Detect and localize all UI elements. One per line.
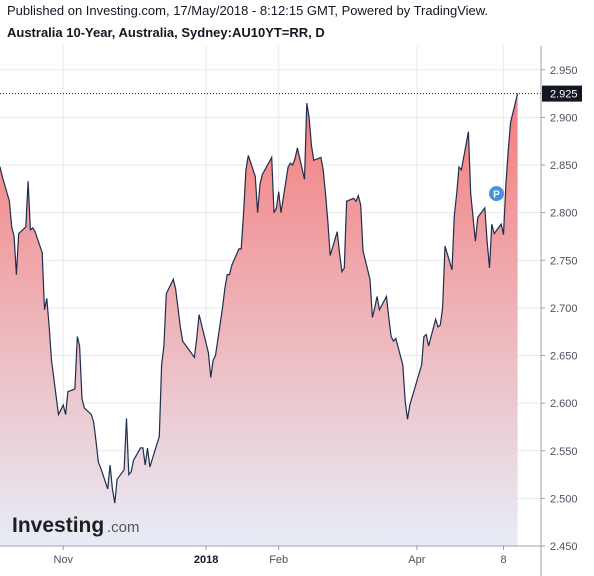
y-tick-label: 2.800 — [550, 208, 578, 220]
y-tick-label: 2.900 — [550, 112, 578, 124]
chart-title: Australia 10-Year, Australia, Sydney:AU1… — [7, 25, 325, 40]
y-tick-label: 2.950 — [550, 65, 578, 77]
y-tick-label: 2.850 — [550, 160, 578, 172]
logo-main: Investing — [12, 514, 104, 537]
y-tick-label: 2.450 — [550, 541, 578, 553]
y-tick-label: 2.550 — [550, 446, 578, 458]
x-tick-label: 8 — [500, 554, 506, 566]
y-tick-label: 2.500 — [550, 493, 578, 505]
marker-label: P — [493, 190, 500, 201]
x-tick-label: Nov — [53, 554, 73, 566]
investing-logo: Investing .com — [12, 514, 140, 537]
marker-circle[interactable] — [489, 186, 505, 202]
y-axis[interactable]: 2.950 2.900 2.850 2.800 2.750 2.700 2.650 2.600… — [540, 46, 578, 576]
logo-suffix: .com — [107, 519, 140, 536]
last-price-badge: 2.925 — [542, 85, 582, 102]
event-marker[interactable]: P — [489, 186, 505, 202]
x-tick-label: 2018 — [194, 554, 218, 566]
series-line — [0, 93, 519, 504]
y-tick-label: 2.750 — [550, 255, 578, 267]
y-tick-label: 2.600 — [550, 398, 578, 410]
last-price-label: 2.925 — [550, 89, 578, 101]
last-price-badge-bg — [542, 85, 582, 102]
y-tick-label: 2.650 — [550, 351, 578, 363]
y-tick-label: 2.700 — [550, 303, 578, 315]
series-area — [0, 93, 518, 546]
x-tick-label: Feb — [269, 554, 288, 566]
x-tick-label: Apr — [408, 554, 425, 566]
x-axis[interactable]: Nov 2018 Feb Apr 8 — [0, 545, 541, 566]
published-note: Published on Investing.com, 17/May/2018 … — [7, 3, 489, 18]
